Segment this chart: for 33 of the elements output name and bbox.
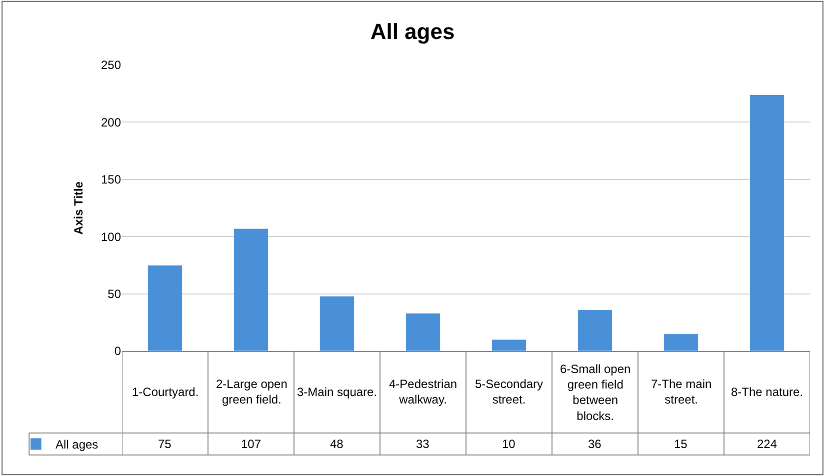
y-tick-label: 50 (108, 287, 122, 301)
y-tick-label: 100 (100, 230, 122, 244)
x-tick-label: 7-The main street. (651, 377, 712, 407)
x-tick-label: 3-Main square. (297, 385, 378, 399)
bar (664, 334, 698, 351)
x-tick-label: 6-Small open green field between blocks. (560, 362, 631, 423)
bar (320, 296, 354, 351)
y-tick-label: 200 (100, 115, 122, 130)
bar (234, 228, 268, 351)
data-label: 48 (330, 437, 344, 451)
data-label: 107 (241, 437, 262, 451)
x-tick-label: 4-Pedestrian walkway. (389, 377, 458, 407)
bar (578, 310, 612, 351)
legend-label: All ages (55, 438, 98, 452)
y-axis-title: Axis Title (71, 181, 86, 235)
bar (148, 264, 182, 351)
bar (492, 339, 526, 351)
y-tick-label: 0 (114, 344, 122, 358)
y-tick-label: 150 (100, 172, 122, 187)
bar (406, 313, 440, 351)
bar (750, 94, 784, 351)
x-tick-label: 2-Large open green field. (216, 377, 288, 407)
x-tick-label: 1-Courtyard. (132, 385, 199, 399)
data-label: 224 (757, 437, 778, 451)
x-tick-label: 8-The nature. (731, 385, 804, 399)
y-tick-label: 250 (100, 58, 122, 72)
chart-title: All ages (370, 19, 455, 44)
data-label: 36 (588, 437, 602, 451)
x-tick-label: 5-Secondary street. (475, 377, 544, 407)
data-label: 33 (416, 437, 430, 451)
data-label: 10 (502, 437, 516, 451)
data-label: 75 (158, 437, 172, 451)
data-label: 15 (674, 437, 688, 451)
